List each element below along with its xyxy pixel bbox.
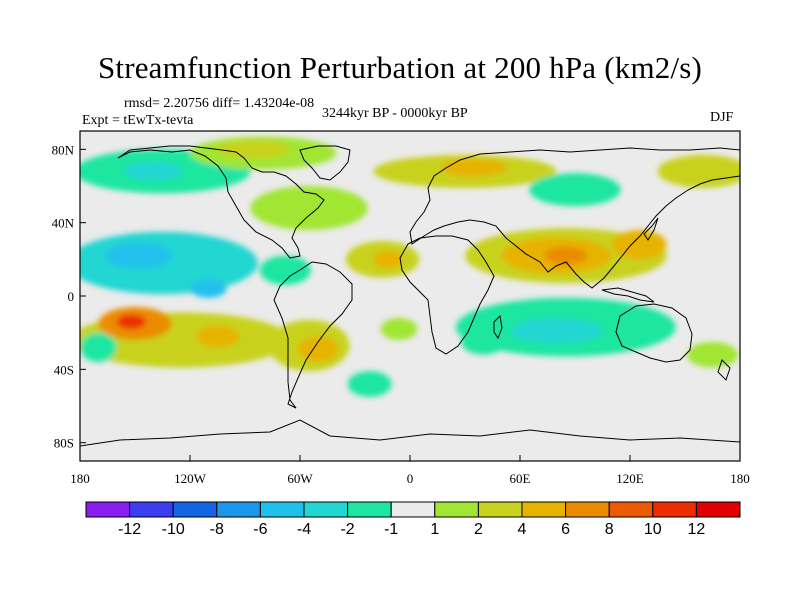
colorbar-swatch (216, 501, 261, 518)
field-trop-pacific-north-neg-core (105, 242, 172, 269)
field-s-atlantic-pos (380, 318, 418, 340)
field-pacific-nw-pos (657, 154, 740, 188)
x-tick-label: 120E (616, 471, 644, 486)
field-trop-pacific-north-neg-core2 (190, 279, 227, 298)
field-arctic-canada-pos-core (217, 140, 291, 159)
field-europe-pos-core (441, 158, 508, 177)
colorbar-swatch (652, 501, 697, 518)
field-s-pacific-east-pos (686, 341, 739, 368)
colorbar-swatch (347, 501, 392, 518)
x-tick-label: 120W (174, 471, 207, 486)
field-china-pos (611, 230, 667, 260)
colorbar-swatch (434, 501, 479, 518)
colorbar-label: -2 (340, 521, 354, 538)
x-tick-label: 60W (287, 471, 313, 486)
x-tick-label: 180 (730, 471, 750, 486)
field-atlantic-pos-core (373, 250, 403, 269)
coast-indonesia (601, 287, 655, 303)
colorbar-label: 10 (644, 521, 662, 538)
chart-title: Streamfunction Perturbation at 200 hPa (… (97, 50, 703, 85)
colorbar-label: -1 (384, 521, 398, 538)
colorbar-swatch (695, 501, 741, 518)
colorbar-label: 8 (605, 521, 614, 538)
field-caribbean-neg (259, 255, 312, 285)
coast-japan (643, 217, 659, 241)
coast-north-america (117, 145, 325, 259)
coast-eurasia (409, 147, 740, 289)
colorbar-label: 6 (561, 521, 570, 538)
y-tick-label: 0 (68, 289, 75, 304)
field-e-siberia-neg (529, 173, 621, 207)
field-asia-pos-core2 (543, 246, 588, 265)
coast-africa (399, 235, 495, 355)
colorbar-swatch (477, 501, 523, 518)
colorbar-label: -12 (118, 521, 141, 538)
period-label: 3244kyr BP - 0000kyr BP (322, 106, 468, 121)
y-tick-label: 40N (52, 216, 75, 231)
field-africa-south-neg (461, 329, 506, 355)
colorbar-swatch (129, 501, 174, 518)
colorbar-swatch (303, 501, 349, 518)
colorbar-swatch (259, 501, 305, 518)
field-s-atlantic-neg (347, 371, 392, 397)
y-tick-label: 80S (54, 436, 74, 451)
colorbar-label: -10 (162, 521, 185, 538)
y-tick-label: 80N (52, 142, 75, 157)
coast-south-america (273, 261, 353, 409)
colorbar-swatch (172, 501, 218, 518)
coast-greenland (299, 145, 351, 181)
field-trop-pacific-south-pos-c3 (195, 325, 240, 348)
season-label: DJF (710, 110, 734, 125)
stats-label: rmsd= 2.20756 diff= 1.43204e-08 (124, 96, 315, 111)
field-indian-ocean-neg-core (510, 318, 603, 344)
field-trop-pacific-south-pos-c2 (116, 314, 146, 329)
colorbar-label: 1 (430, 521, 439, 538)
colorbar-label: -4 (297, 521, 311, 538)
field-s-america-pos-core (298, 336, 339, 362)
experiment-label: Expt = tEwTx-tevta (82, 113, 194, 128)
field-e-north-america-pos (250, 186, 368, 230)
field-layer (80, 136, 740, 397)
field-n-pacific-neg-core (123, 162, 183, 181)
coast-antarctica (80, 419, 740, 447)
x-tick-label: 0 (407, 471, 414, 486)
colorbar-label: -6 (253, 521, 267, 538)
x-tick-label: 60E (510, 471, 531, 486)
coast-australia (615, 303, 693, 363)
colorbar-label: 12 (688, 521, 706, 538)
colorbar: -12 -10 -8 -6 -4 -2 -1 1 2 4 6 8 10 12 (85, 501, 741, 538)
x-tick-label: 180 (70, 471, 90, 486)
coastlines (80, 145, 740, 447)
field-s-pacific-west-neg (80, 332, 117, 363)
y-tick-label: 40S (54, 362, 74, 377)
colorbar-label: 2 (474, 521, 483, 538)
coast-new-zealand (717, 359, 731, 381)
colorbar-swatch (565, 501, 610, 518)
colorbar-swatch (85, 501, 131, 518)
colorbar-label: 4 (518, 521, 527, 538)
colorbar-swatch (521, 501, 567, 518)
colorbar-swatch (608, 501, 654, 518)
axis-ticks: 180 120W 60W 0 60E 120E 180 80N 40N 0 40S 80S (52, 142, 750, 486)
coast-madagascar (493, 314, 503, 340)
colorbar-label: -8 (210, 521, 224, 538)
colorbar-swatch (390, 501, 436, 518)
